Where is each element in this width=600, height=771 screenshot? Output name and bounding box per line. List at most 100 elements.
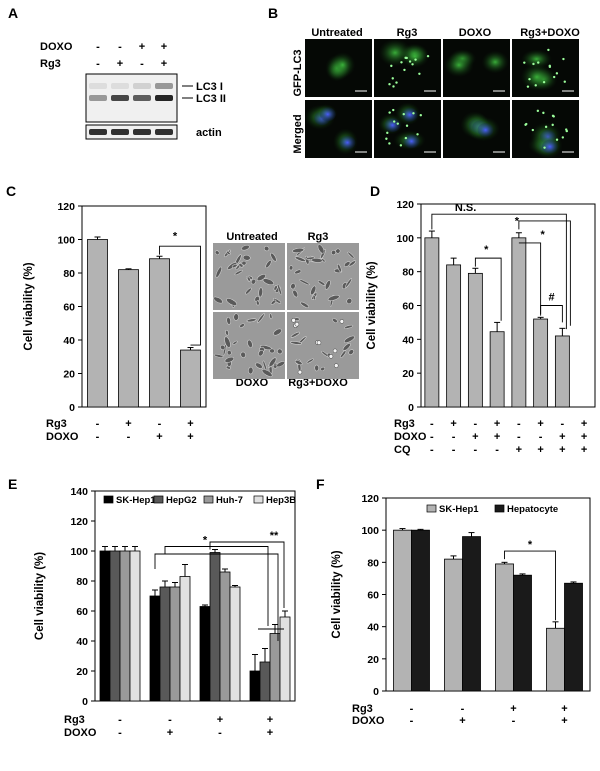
micro-col-label-rg3-doxo: Rg3+DOXO	[520, 27, 580, 39]
blot-row-label-rg3: Rg3	[40, 58, 61, 70]
gfp-cell	[329, 52, 356, 78]
cell	[290, 283, 296, 290]
y-tick-label: 80	[76, 576, 88, 588]
band-lc3-i	[89, 83, 107, 89]
cell	[215, 266, 222, 278]
significance-marker: *	[540, 229, 545, 241]
cell	[348, 260, 356, 267]
y-tick-label: 20	[367, 654, 379, 666]
significance-bracket	[159, 245, 201, 346]
y-tick-label: 0	[373, 686, 379, 698]
cell	[251, 279, 256, 285]
cell	[262, 278, 275, 286]
lc3-puncta	[411, 63, 414, 66]
cell	[342, 343, 351, 351]
western-blot-panel: DOXO Rg3 - - - + + - + + LC3 I LC3 II actin	[40, 41, 226, 140]
bar-sk-hep1	[249, 670, 261, 702]
lc3-puncta	[562, 57, 565, 61]
nucleus	[339, 135, 356, 150]
lc3-puncta	[390, 64, 393, 68]
cell	[239, 323, 245, 328]
cell	[255, 362, 263, 369]
treatment-sign: +	[494, 418, 500, 430]
lc3-puncta	[532, 62, 535, 66]
cell	[224, 356, 235, 363]
rounded-cell	[291, 318, 296, 323]
bar-sk-hep1	[99, 550, 111, 702]
treatment-sign: -	[96, 431, 100, 443]
y-tick-label: 120	[396, 199, 414, 211]
y-axis-label: Cell viability (%)	[331, 550, 343, 638]
bar-hepg2	[209, 552, 221, 702]
lc3-puncta	[524, 123, 527, 126]
cell	[238, 263, 244, 268]
y-tick-label: 60	[63, 302, 75, 314]
bar-sk-hep1	[393, 529, 412, 692]
treatment-sign: +	[581, 444, 587, 456]
y-tick-label: 80	[367, 557, 379, 569]
bar-sk-hep1	[546, 627, 565, 692]
treatment-label-doxo: DOXO	[352, 715, 385, 727]
bar-hep3b	[279, 616, 291, 702]
cell	[224, 336, 231, 348]
y-axis-label: Cell viability (%)	[23, 262, 35, 350]
treatment-sign: -	[539, 431, 543, 443]
cell	[294, 256, 306, 262]
treatment-label-rg3: Rg3	[352, 703, 373, 715]
micro-row-label-merged: Merged	[292, 114, 304, 153]
panel-letter-e: E	[8, 476, 17, 492]
bar	[467, 272, 483, 408]
treatment-sign: -	[452, 444, 456, 456]
treatment-sign: -	[474, 418, 478, 430]
cell	[345, 278, 353, 288]
bar	[118, 269, 139, 408]
band-actin	[111, 129, 129, 135]
lc3-puncta	[399, 144, 403, 147]
legend-label-hepatocyte: Hepatocyte	[507, 504, 558, 515]
treatment-label-rg3: Rg3	[64, 714, 85, 726]
treatment-label-cq: CQ	[394, 444, 411, 456]
treatment-sign: +	[559, 444, 565, 456]
lc3-puncta	[542, 111, 545, 115]
cell	[242, 254, 251, 261]
phase-label-rg3: Rg3	[308, 231, 329, 243]
lc3-puncta	[386, 131, 389, 135]
cell	[317, 244, 325, 254]
y-tick-label: 40	[63, 335, 75, 347]
significance-marker: *	[203, 535, 208, 547]
lc3-puncta	[405, 56, 408, 60]
bar-hepatocyte	[564, 582, 583, 692]
y-axis-label: Cell viability (%)	[366, 261, 378, 349]
lc3-puncta	[526, 85, 530, 88]
blot-sign-rg3: +	[161, 58, 167, 70]
cell	[273, 298, 281, 304]
cell	[340, 350, 347, 358]
treatment-sign: -	[118, 714, 122, 726]
phase-label-rg3-doxo: Rg3+DOXO	[288, 377, 348, 389]
rounded-cell	[297, 369, 303, 375]
lc3-puncta	[555, 72, 559, 75]
cell	[258, 349, 264, 357]
lc3-puncta	[531, 128, 535, 132]
treatment-sign: +	[581, 431, 587, 443]
lc3-puncta	[388, 111, 391, 114]
legend-label-hepg2: HepG2	[166, 495, 197, 506]
legend-swatch-sk-hep1	[103, 495, 114, 504]
lc3-puncta	[552, 75, 556, 79]
y-tick-label: 100	[361, 525, 379, 537]
cell	[270, 252, 277, 262]
cell	[292, 289, 299, 298]
lc3-puncta	[392, 85, 395, 88]
treatment-sign: -	[218, 727, 222, 739]
micro-row-label-gfp-lc3: GFP-LC3	[292, 49, 304, 96]
bar-sk-hep1	[149, 595, 161, 702]
y-tick-label: 120	[70, 516, 88, 528]
cell	[343, 335, 355, 343]
bar	[87, 239, 108, 408]
cell	[337, 263, 342, 273]
lc3-puncta	[388, 82, 391, 86]
cell	[292, 247, 305, 253]
phase-grid	[213, 243, 359, 379]
legend-swatch-hepatocyte	[494, 504, 505, 513]
